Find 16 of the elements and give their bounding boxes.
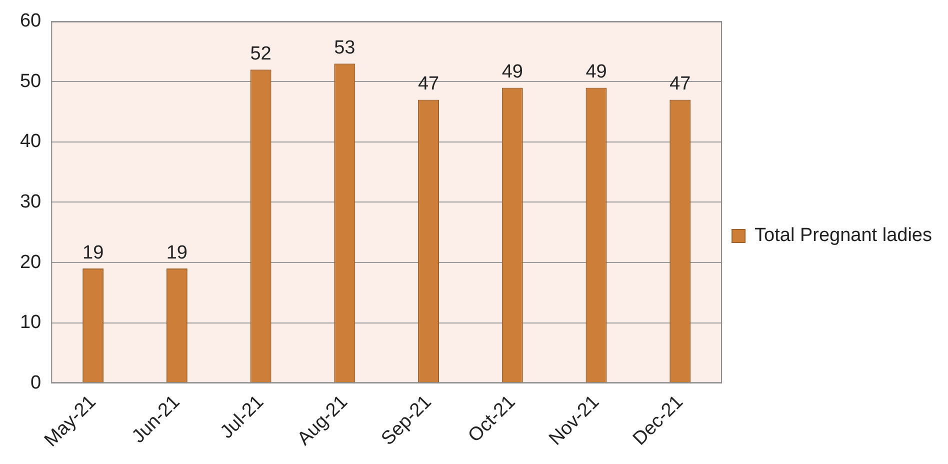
y-tick-label: 60 <box>20 10 42 32</box>
data-label: 47 <box>418 74 440 94</box>
y-tick-label: 0 <box>30 372 42 394</box>
data-label: 49 <box>502 61 523 82</box>
y-tick-label: 20 <box>20 252 42 273</box>
data-label: 19 <box>166 242 188 264</box>
y-tick-label: 50 <box>20 70 42 92</box>
data-label: 19 <box>82 242 104 264</box>
data-label: 52 <box>250 43 272 64</box>
legend-label: Total Pregnant ladies <box>754 225 932 246</box>
y-tick-label: 40 <box>20 131 42 152</box>
y-tick-label: 10 <box>20 312 42 334</box>
y-tick-label: 30 <box>20 191 42 212</box>
data-label: 49 <box>586 61 607 82</box>
data-label: 47 <box>670 74 691 94</box>
data-label: 53 <box>334 37 356 58</box>
